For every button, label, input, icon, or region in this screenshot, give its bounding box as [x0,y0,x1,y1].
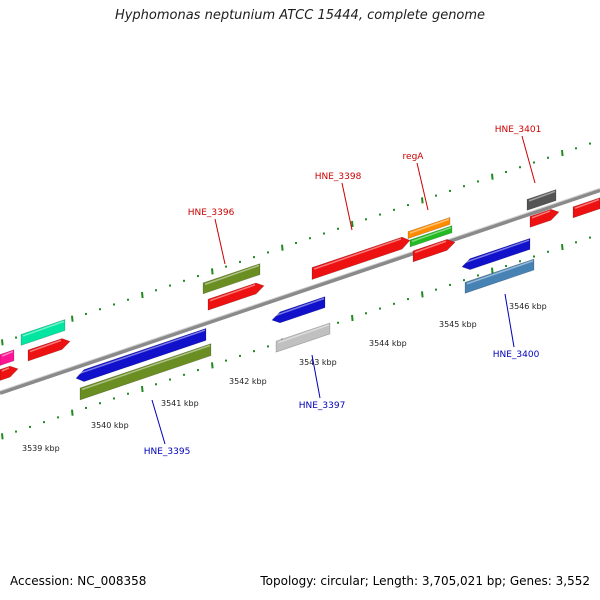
feature-orange [407,216,451,240]
feature-cds-reverse-highlight [273,297,325,317]
outer-tick [211,268,214,275]
leader-line [416,162,429,211]
scale-label: 3540 kbp [91,421,129,430]
feature-cds-forward [412,239,456,263]
feature-cds-forward-highlight [209,284,256,302]
inner-tick [141,385,144,393]
feature-cds-forward [529,208,560,228]
feature-green [409,225,453,248]
scale-label: 3539 kbp [22,444,60,453]
leader-line [504,293,515,348]
outer-tick [71,315,74,322]
feature-cds-forward-highlight [1,367,10,372]
scale-label: 3546 kbp [509,302,547,311]
feature-cds-reverse [75,327,207,382]
backbone-highlight [0,187,600,392]
inner-tick-track [1,236,591,440]
inner-tick [561,243,564,251]
outer-tick [281,244,284,251]
map-title: Hyphomonas neptunium ATCC 15444, complet… [114,8,486,23]
inner-tick [351,314,354,322]
genome-summary: Topology: circular; Length: 3,705,021 bp… [260,574,590,588]
gene-label-reverse: HNE_3395 [144,447,191,457]
inner-tick [491,267,494,274]
gene-label-forward: regA [403,152,425,162]
accession-label: Accession: NC_008358 [10,574,147,588]
feature-cds-reverse-highlight [463,239,530,264]
feature-spring-green-highlight [22,320,65,337]
feature-cds-reverse-highlight [77,329,206,375]
inner-tick [211,362,214,369]
feature-light-gray-highlight [277,324,330,344]
feature-cds-forward-highlight [531,210,551,219]
feature-spring-green [20,319,66,346]
outer-tick [1,339,4,346]
backbone-line [0,188,600,395]
scale-label: 3544 kbp [369,339,407,348]
feature-cds-forward [27,338,71,362]
feature-cds-forward-highlight [313,238,402,270]
feature-cds-reverse [461,237,531,270]
gene-label-forward: HNE_3401 [495,125,542,135]
feature-pink-highlight [1,350,14,357]
labels: 3539 kbp 3540 kbp 3541 kbp 3542 kbp 3543 kbp… [22,125,547,457]
feature-cds-forward [572,197,600,219]
outer-tick [561,149,564,157]
backbone [0,187,600,395]
gene-label-forward: HNE_3398 [315,172,362,182]
features [0,189,600,401]
gene-label-forward: HNE_3396 [188,208,235,218]
scale-label: 3542 kbp [229,377,267,386]
inner-tick [1,433,4,440]
feature-gene-olive [79,343,212,401]
feature-gene-olive-highlight [81,344,211,391]
gene-label-reverse: HNE_3397 [299,401,346,411]
leader-line [311,354,321,399]
feature-gray-highlight [528,190,556,202]
scale-label: 3541 kbp [161,399,199,408]
leader-line [341,182,353,231]
feature-light-gray [275,322,331,353]
outer-tick [351,220,354,228]
outer-tick [491,173,494,180]
feature-orange-highlight [409,218,450,234]
scale-label: 3545 kbp [439,320,477,329]
leader-line [521,135,536,184]
leader-line [214,218,226,265]
feature-gene-olive-highlight [204,264,260,286]
outer-tick [141,291,144,299]
feature-cds-forward [0,365,19,381]
outer-tick [421,197,424,204]
feature-gray [526,189,557,211]
inner-tick [421,291,424,298]
feature-cds-forward [207,282,265,311]
gene-label-reverse: HNE_3400 [493,350,540,360]
feature-green-highlight [411,226,452,243]
feature-cds-reverse [271,296,326,324]
scale-label: 3543 kbp [299,358,337,367]
feature-pink [0,349,15,366]
feature-steel-blue [464,258,535,294]
feature-cds-forward [311,236,411,280]
feature-steel-blue-highlight [466,260,534,285]
inner-tick [71,409,74,416]
feature-cds-forward-highlight [29,339,62,353]
feature-cds-forward-highlight [574,198,600,210]
leader-line [151,399,166,445]
feature-gene-olive [202,263,261,295]
feature-cds-forward-highlight [414,240,447,254]
